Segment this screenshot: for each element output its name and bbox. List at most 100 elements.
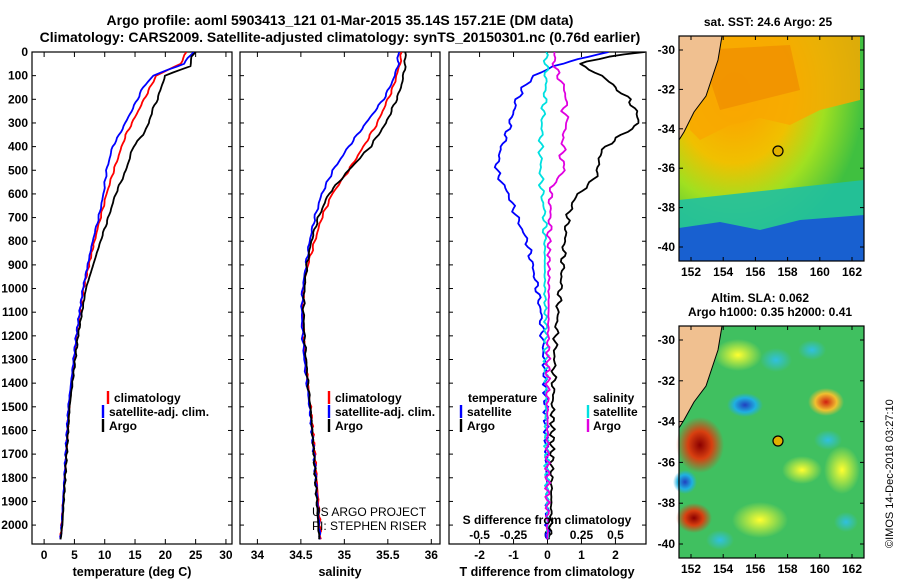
sla-lon-label: 160 xyxy=(810,562,830,576)
temperature-legend: climatology satellite-adj. clim. Argo xyxy=(101,391,209,433)
depth-tick-label: 1500 xyxy=(1,400,28,414)
sla-eddy-cold2 xyxy=(673,470,697,494)
diff-legend-t-satellite: satellite xyxy=(467,405,512,419)
depth-tick-label: 1100 xyxy=(2,305,28,319)
temperature-tick-label: 30 xyxy=(219,548,233,562)
depth-tick-label: 1800 xyxy=(1,471,28,485)
salinity-series xyxy=(300,52,407,540)
s-difference-tick-label: 0.25 xyxy=(570,528,594,542)
diff-legend-s-argo: Argo xyxy=(593,419,621,433)
depth-axis: 0 100 200 300 400 500 600 700 800 900 1000 1100 1200… xyxy=(1,45,646,532)
depth-tick-label: 800 xyxy=(8,234,28,248)
sla-eddy-warm2 xyxy=(676,503,712,533)
temperature-tick-label: 15 xyxy=(128,548,142,562)
x-axes: 0 5 10 15 20 25 30 34 34.5 35 35.5 36 -2 -1 0 1 2 -0.5 -0.… xyxy=(41,52,624,562)
legend-label-satellite-sal: satellite-adj. clim. xyxy=(335,405,435,419)
credit-line1: US ARGO PROJECT xyxy=(312,505,427,519)
sla-eddy-warm6 xyxy=(732,502,788,538)
depth-tick-label: 1200 xyxy=(1,329,28,343)
depth-tick-label: 1700 xyxy=(1,447,28,461)
depth-tick-label: 300 xyxy=(8,116,28,130)
diff-legend-s-satellite: satellite xyxy=(593,405,638,419)
depth-tick-label: 1000 xyxy=(1,282,28,296)
sla-eddy-cold1 xyxy=(727,393,763,417)
diff-legend-salinity: salinity xyxy=(593,391,635,405)
sla-lon-label: 158 xyxy=(778,562,798,576)
salinity-tick-label: 35.5 xyxy=(376,548,400,562)
sla-lat-label: -34 xyxy=(658,415,676,429)
sla-map-ticks: -30 -32 -34 -36 -38 -40 152 154 156 158 160 162 xyxy=(658,326,864,576)
sst-map-ticks: -30 -32 -34 -36 -38 -40 152 154 156 158 160 162 xyxy=(658,36,864,279)
sla-map-title1: Altim. SLA: 0.062 xyxy=(711,291,809,305)
depth-tick-label: 1900 xyxy=(1,494,28,508)
t-difference-tick-label: -1 xyxy=(508,548,519,562)
sla-lat-label: -36 xyxy=(658,455,676,469)
sst-lat-label: -34 xyxy=(658,122,676,136)
difference-series xyxy=(493,52,646,540)
sla-lat-label: -38 xyxy=(658,496,676,510)
imos-watermark: ©IMOS 14-Dec-2018 03:27:10 xyxy=(884,399,896,548)
sla-lat-label: -40 xyxy=(658,537,676,551)
sst-map-title: sat. SST: 24.6 Argo: 25 xyxy=(704,15,833,29)
legend-label-climatology-sal: climatology xyxy=(335,391,402,405)
sla-lon-label: 162 xyxy=(842,562,862,576)
temperature-axis-label: temperature (deg C) xyxy=(73,565,192,579)
salinity-legend: climatology satellite-adj. clim. Argo US… xyxy=(312,391,435,533)
sla-map-frame xyxy=(678,325,865,559)
sla-lon-label: 156 xyxy=(745,562,765,576)
series-diff-temperature-argo-line xyxy=(546,52,646,540)
t-difference-tick-label: 1 xyxy=(578,548,585,562)
sla-eddy-cold4 xyxy=(798,340,826,360)
sla-eddy-warm7 xyxy=(824,446,860,494)
series-sal-climatology-line xyxy=(301,52,403,540)
sst-lat-label: -30 xyxy=(658,43,676,57)
sst-lat-label: -36 xyxy=(658,161,676,175)
sst-lon-label: 152 xyxy=(681,265,701,279)
sst-coast-land xyxy=(678,35,723,142)
depth-tick-label: 600 xyxy=(8,187,28,201)
figure-title-line1: Argo profile: aoml 5903413_121 01-Mar-20… xyxy=(107,12,574,28)
depth-tick-label: 200 xyxy=(8,92,28,106)
t-difference-tick-label: 2 xyxy=(612,548,619,562)
series-temp-argo-line xyxy=(59,52,197,540)
series-sal-argo-line xyxy=(301,52,407,540)
legend-label-argo-sal: Argo xyxy=(335,419,363,433)
sst-lon-label: 162 xyxy=(842,265,862,279)
salinity-tick-label: 35 xyxy=(338,548,352,562)
depth-tick-label: 0 xyxy=(21,45,28,59)
depth-tick-label: 700 xyxy=(8,211,28,225)
s-difference-tick-label: -0.25 xyxy=(500,528,528,542)
credit-line2: PI: STEPHEN RISER xyxy=(312,519,427,533)
sla-coast-land xyxy=(678,325,723,430)
s-difference-axis-label: S difference from climatology xyxy=(463,513,632,527)
legend-label-argo: Argo xyxy=(109,419,137,433)
temperature-tick-label: 10 xyxy=(98,548,112,562)
sst-lon-label: 160 xyxy=(810,265,830,279)
t-difference-tick-label: -2 xyxy=(474,548,485,562)
legend-label-climatology: climatology xyxy=(114,391,181,405)
temperature-tick-label: 20 xyxy=(159,548,173,562)
temperature-series xyxy=(59,52,197,540)
sst-lon-label: 154 xyxy=(713,265,733,279)
sst-map-frame xyxy=(678,35,865,262)
salinity-panel-frame xyxy=(239,51,441,545)
sla-lat-label: -32 xyxy=(658,374,676,388)
sst-lon-label: 158 xyxy=(778,265,798,279)
sla-eddy-cold5 xyxy=(814,430,842,450)
depth-tick-label: 1400 xyxy=(1,376,28,390)
sla-map xyxy=(673,325,865,559)
sla-eddy-warm5 xyxy=(714,339,762,371)
series-diff-salinity-argo-line xyxy=(544,52,570,540)
temperature-panel-frame xyxy=(31,51,233,545)
salinity-axis-label: salinity xyxy=(318,565,361,579)
depth-tick-label: 100 xyxy=(8,69,28,83)
salinity-tick-label: 34.5 xyxy=(289,548,313,562)
depth-tick-label: 1300 xyxy=(1,353,28,367)
difference-legend: temperature satellite Argo salinity sate… xyxy=(459,391,638,433)
depth-tick-label: 1600 xyxy=(1,423,28,437)
depth-tick-label: 500 xyxy=(8,163,28,177)
depth-tick-label: 2000 xyxy=(1,518,28,532)
t-difference-axis-label: T difference from climatology xyxy=(459,565,634,579)
salinity-tick-label: 34 xyxy=(251,548,265,562)
s-difference-tick-label: 0.5 xyxy=(607,528,624,542)
